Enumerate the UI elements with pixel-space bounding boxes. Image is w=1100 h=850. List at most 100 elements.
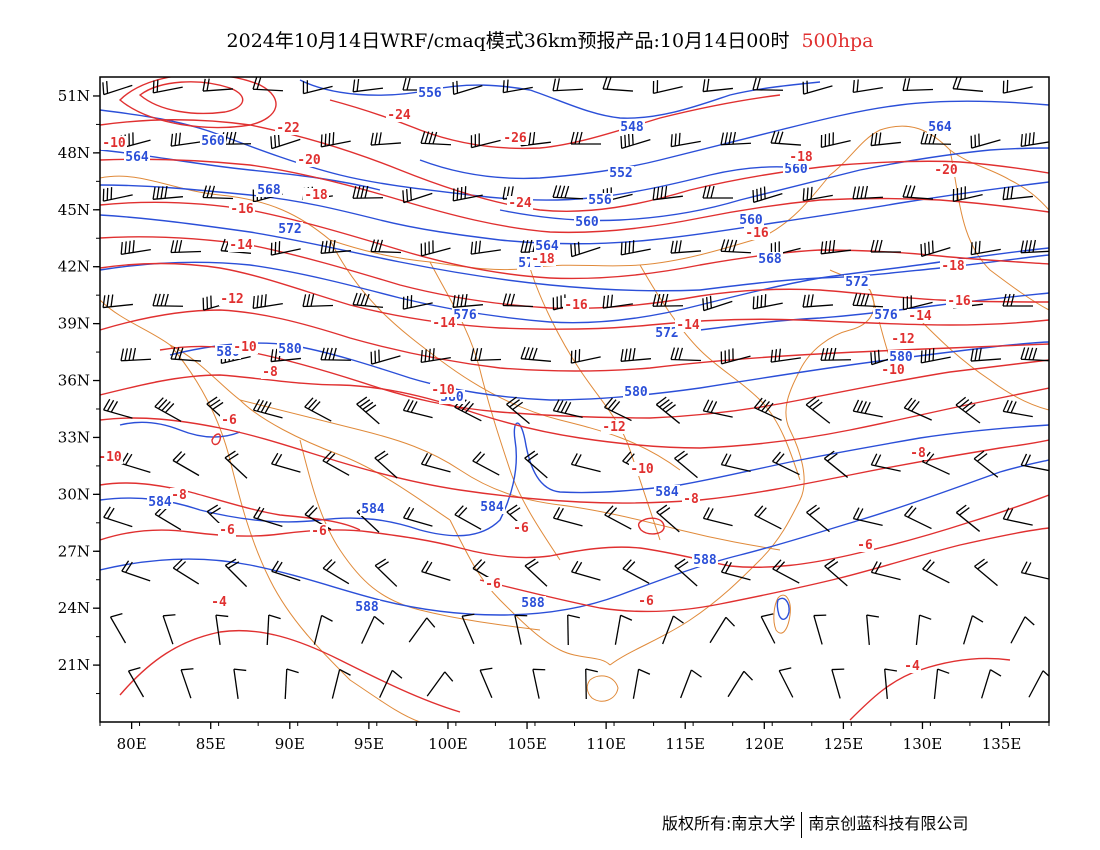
wind-barb [252, 294, 283, 309]
wind-barb [121, 560, 151, 582]
wind-barb [920, 348, 951, 364]
x-tick-label: 135E [982, 735, 1022, 753]
wind-barb [1020, 132, 1049, 147]
height-label-bg [844, 275, 870, 289]
temp-label-bg [563, 298, 589, 312]
coastline-east [609, 269, 875, 666]
wind-barb [352, 185, 384, 199]
temp-contour-label: -10 [102, 136, 126, 151]
temp-label-bg [788, 150, 814, 164]
wind-barb [602, 294, 633, 309]
temp-contour-label: -14 [229, 238, 253, 253]
y-tick-label: 42N [58, 258, 90, 276]
temp-contour-14 [100, 262, 1049, 330]
wind-barb [604, 397, 632, 422]
boundary-layer [100, 125, 1049, 722]
wind-barb [408, 617, 436, 643]
wind-barb [461, 613, 475, 645]
wind-barb [102, 81, 133, 96]
height-contour-label: 572 [278, 222, 301, 237]
wind-barb [170, 346, 202, 362]
wind-barb [170, 240, 202, 254]
wind-barb [252, 398, 283, 419]
y-tick-label: 30N [58, 485, 90, 503]
wind-barb [1020, 453, 1049, 472]
height-label-bg [574, 215, 600, 229]
wind-barb [452, 186, 483, 202]
wind-barb [570, 131, 601, 145]
wind-barb [870, 132, 901, 147]
temp-label-bg [100, 450, 123, 464]
x-tick-label: 130E [903, 735, 943, 753]
wind-barb [805, 396, 831, 424]
wind-barb [320, 239, 351, 254]
temp-contour-label: -18 [304, 188, 328, 203]
company-text: 南京创蓝科技有限公司 [808, 814, 969, 833]
temp-label-bg [675, 318, 701, 332]
height-contour-label: 548 [620, 120, 644, 135]
y-tick-label: 39N [58, 315, 90, 333]
wind-barb [302, 294, 334, 308]
wind-barb [1020, 239, 1049, 254]
temp-label-bg [502, 131, 528, 145]
height-label-bg [479, 500, 505, 514]
temp-label-bg [484, 577, 502, 591]
height-label-bg [654, 326, 680, 340]
wind-barb [852, 185, 884, 200]
wind-barb [361, 615, 385, 644]
wind-barb [754, 505, 782, 530]
temp-contour-label: -6 [219, 523, 235, 538]
wind-barb [970, 133, 1001, 149]
temp-contour-label: -12 [602, 420, 625, 435]
wind-barb [980, 669, 1002, 699]
wind-barb [472, 451, 500, 476]
height-contour-label: 564 [928, 120, 952, 135]
wind-barb [752, 77, 784, 91]
wind-barb [284, 668, 299, 700]
wind-barb [102, 187, 133, 202]
height-contour-label: 560 [201, 134, 225, 149]
contour-label-layer: 556 548 552 556 560 564 568 572 560 568 572 576 580 5… [98, 86, 972, 674]
temp-contour-label: -10 [98, 450, 122, 465]
height-label-bg [520, 596, 546, 610]
wind-barb [662, 615, 684, 645]
wind-barb [604, 505, 632, 530]
temp-contour-label: -8 [910, 446, 926, 461]
wind-barb [102, 294, 133, 309]
wind-barb [852, 507, 883, 527]
temp-label-bg [629, 462, 655, 476]
temp-label-bg [907, 309, 933, 323]
wind-barb [352, 292, 383, 308]
height-contour-label: 556 [588, 193, 612, 208]
wind-barb [356, 396, 380, 425]
wind-barb [127, 666, 145, 698]
wind-barb [470, 133, 501, 149]
wind-barb [402, 187, 433, 204]
height-contour-label: 584 [148, 495, 172, 510]
temp-contour-label: -14 [432, 316, 456, 331]
wind-barb [902, 295, 933, 311]
temp-contour-label: -8 [262, 365, 278, 380]
footer-credit: 版权所有:南京大学 南京创蓝科技有限公司 [662, 810, 968, 838]
height-contour-label: 564 [125, 150, 149, 165]
temp-contour-label: -10 [233, 340, 257, 355]
height-contour-556 [299, 79, 531, 96]
wind-barb [506, 396, 530, 425]
wind-barb [1020, 561, 1049, 580]
wind-barb [120, 347, 152, 362]
height-label-bg [873, 308, 899, 322]
wind-barb [852, 79, 883, 93]
height-label-bg [277, 222, 303, 236]
wind-barb [727, 670, 754, 698]
temp-label-bg [386, 108, 412, 122]
y-tick-label: 24N [58, 599, 90, 617]
wind-barb [652, 80, 683, 95]
temp-label-bg [228, 238, 254, 252]
height-contour-label: 584 [480, 500, 504, 515]
wind-barb [852, 399, 883, 418]
wind-barb [670, 240, 702, 254]
wind-barb [884, 668, 898, 699]
temp-contour-10 [159, 345, 1049, 419]
temp-contour-label: -10 [431, 383, 455, 398]
wind-barb [202, 78, 234, 92]
